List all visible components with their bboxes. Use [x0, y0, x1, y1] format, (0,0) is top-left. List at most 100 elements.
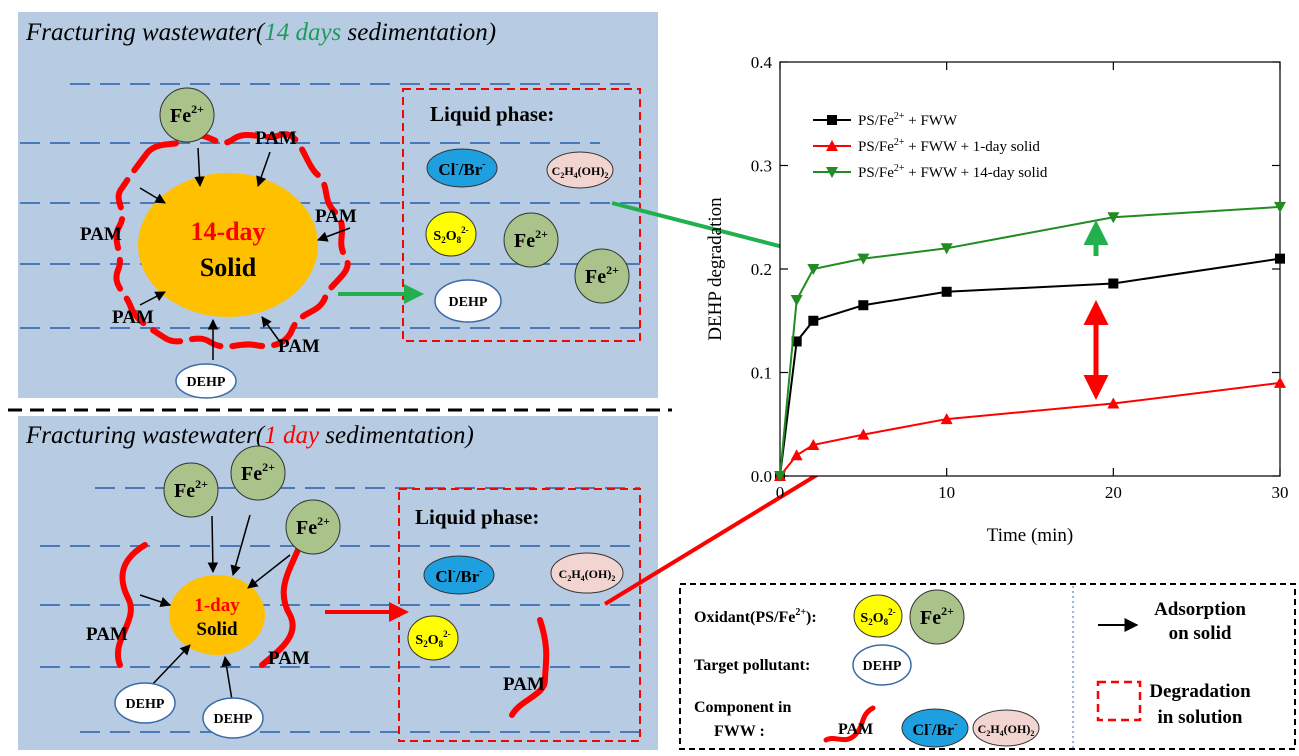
data-point [858, 300, 869, 311]
svg-text:DEHP: DEHP [214, 712, 253, 727]
svg-text:Fe2+: Fe2+ [585, 263, 619, 288]
legend-entry-label: PS/Fe2+ + FWW + 14-day solid [858, 163, 1048, 181]
legend-marker [826, 167, 838, 178]
solid-1-day-label: 1-day [194, 595, 240, 616]
persulfate-ion-bottom: S2O82- [407, 615, 459, 661]
svg-text:C2H4(OH)2: C2H4(OH)2 [552, 164, 609, 180]
svg-text:S2O82-: S2O82- [860, 607, 895, 627]
data-point [940, 243, 953, 255]
solid-1-day-label-2: Solid [196, 619, 238, 640]
data-point [1274, 201, 1286, 213]
legend-component-label-2: FWW : [714, 723, 765, 740]
fe-ion-top-3: Fe2+ [574, 248, 630, 304]
series-3 [774, 201, 1286, 482]
liquid-phase-title-bottom: Liquid phase: [415, 505, 539, 529]
svg-text:Fe2+: Fe2+ [170, 102, 204, 127]
svg-text:DEHP: DEHP [863, 659, 902, 674]
y-tick-label: 0.4 [751, 53, 773, 72]
data-point [940, 413, 953, 425]
dehp-top-solid: DEHP [175, 363, 237, 399]
chart-series [774, 201, 1286, 482]
data-point [1107, 397, 1120, 409]
liquid-phase-title-top: Liquid phase: [430, 102, 554, 126]
legend-marker [826, 140, 838, 151]
legend-target-label: Target pollutant: [694, 657, 810, 674]
chart-plot-area [779, 61, 1281, 477]
legend-oxidant-label: Oxidant(PS/Fe2+): [694, 607, 817, 626]
data-point [791, 336, 802, 347]
top-panel-title: Fracturing wastewater(14 days sedimentat… [25, 19, 496, 46]
pam-label-5: PAM [278, 336, 320, 357]
legend-dehp: DEHP [852, 644, 912, 686]
chart-x-axis-label: Time (min) [987, 525, 1073, 546]
svg-text:Fe2+: Fe2+ [174, 477, 208, 502]
data-point [807, 438, 820, 450]
data-point [807, 264, 820, 275]
legend-ethylene-glycol: C2H4(OH)2 [972, 709, 1040, 747]
y-tick-label: 0.2 [751, 260, 772, 279]
pam-label-1: PAM [255, 128, 297, 149]
ethylene-glycol-bottom: C2H4(OH)2 [550, 552, 624, 594]
liquid-phase-box-top [402, 88, 641, 342]
persulfate-ion-top: S2O82- [425, 211, 477, 257]
y-tick-label: 0.1 [751, 364, 772, 383]
pam-label-2: PAM [315, 206, 357, 227]
svg-text:DEHP: DEHP [187, 375, 226, 390]
pam-chain-bottom-3 [509, 617, 550, 718]
legend-marker [827, 115, 837, 125]
legend-pam-chain [823, 705, 876, 743]
legend-adsorption-label-2: on solid [1169, 623, 1232, 644]
svg-text:Fe2+: Fe2+ [920, 604, 954, 629]
solid-14-day-label: 14-day [190, 217, 265, 246]
adsorption-arrows-14-day [139, 147, 351, 360]
pam-label-3: PAM [80, 224, 122, 245]
cl-br-ion-bottom: Cl-/Br- [423, 555, 495, 595]
data-point [857, 253, 870, 265]
pam-chain-bottom-1 [115, 542, 148, 668]
bottom-panel-title: Fracturing wastewater(1 day sedimentatio… [25, 422, 474, 449]
legend-component-label: Component in [694, 699, 791, 716]
legend-degradation-label: Degradation [1149, 681, 1251, 702]
dehp-top-liquid: DEHP [434, 279, 502, 323]
data-point [1274, 376, 1286, 388]
data-point [1108, 278, 1119, 289]
fe-ion-bottom-3: Fe2+ [285, 499, 341, 555]
top-panel: Fracturing wastewater(14 days sedimentat… [18, 12, 658, 399]
svg-text:S2O82-: S2O82- [415, 629, 450, 649]
pam-label-bottom-1: PAM [86, 624, 128, 645]
legend-pam-label: PAM [838, 721, 873, 738]
x-tick-label: 30 [1272, 483, 1289, 502]
adsorption-arrows-1-day [139, 514, 291, 701]
dehp-bottom-1: DEHP [114, 682, 176, 724]
fe-ion-bottom-1: Fe2+ [163, 462, 219, 518]
data-point [808, 315, 819, 326]
dehp-bottom-2: DEHP [202, 697, 264, 739]
data-point [1275, 253, 1285, 264]
data-point [774, 471, 786, 482]
data-point [857, 428, 870, 440]
data-point [941, 286, 952, 297]
solid-14-day-label-2: Solid [200, 253, 257, 282]
pam-chain-14-day [113, 131, 351, 350]
fe-ion-top-2: Fe2+ [503, 212, 559, 268]
svg-text:DEHP: DEHP [126, 697, 165, 712]
legend-fe-ion: Fe2+ [909, 589, 965, 645]
ethylene-glycol-top: C2H4(OH)2 [546, 151, 614, 189]
series-2 [774, 376, 1286, 481]
x-tick-label: 0 [776, 483, 785, 502]
chart-legend: PS/Fe2+ + FWW PS/Fe2+ + FWW + 1-day solid… [813, 111, 1048, 181]
legend-entry-label: PS/Fe2+ + FWW + 1-day solid [858, 137, 1040, 155]
svg-text:C2H4(OH)2: C2H4(OH)2 [978, 722, 1035, 738]
svg-text:Fe2+: Fe2+ [296, 514, 330, 539]
svg-text:Cl-/Br-: Cl-/Br- [435, 566, 482, 586]
svg-text:Cl-/Br-: Cl-/Br- [913, 719, 958, 739]
svg-text:S2O82-: S2O82- [433, 225, 468, 245]
top-panel-background [18, 12, 658, 398]
solid-1-day [169, 575, 265, 655]
legend-persulfate-ion: S2O82- [853, 594, 903, 638]
data-point [790, 449, 803, 461]
svg-text:Fe2+: Fe2+ [241, 460, 275, 485]
y-tick-label: 0.0 [751, 467, 772, 486]
legend-cl-br-ion: Cl-/Br- [901, 708, 969, 748]
